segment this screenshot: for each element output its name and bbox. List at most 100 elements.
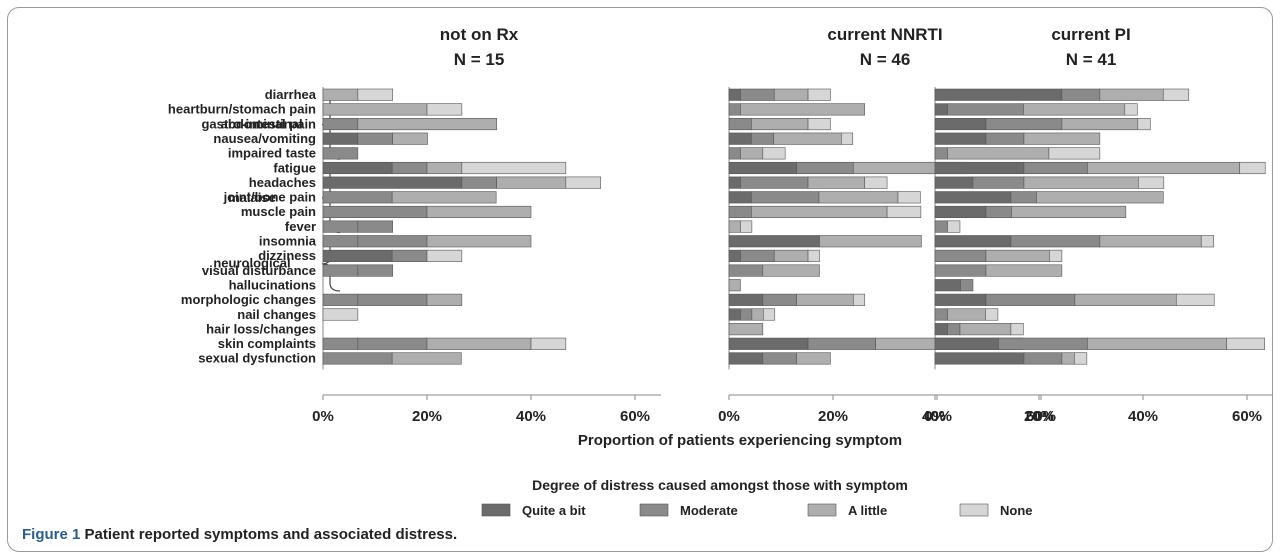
- bar-segment: [947, 147, 1050, 160]
- bar-segment: [985, 205, 1012, 218]
- bar-segment: [934, 352, 1025, 365]
- x-tick-label: 40%: [1128, 408, 1158, 425]
- category-label: heartburn/stomach pain: [168, 102, 316, 117]
- panel-title: current PI: [1051, 25, 1130, 44]
- bar-segment: [751, 191, 820, 204]
- bar-segment: [357, 235, 428, 248]
- x-tick-label: 60%: [1232, 408, 1262, 425]
- category-label: fatigue: [273, 160, 316, 175]
- bar-segment: [322, 176, 463, 189]
- bar-segment: [357, 118, 497, 131]
- legend-swatch: [639, 503, 669, 517]
- figure-caption: Figure 1 Patient reported symptoms and a…: [22, 526, 457, 543]
- bar-segment: [852, 161, 945, 175]
- category-label: morphologic changes: [181, 292, 316, 307]
- bar-segment: [426, 161, 463, 175]
- bar-segment: [530, 337, 567, 350]
- panel-n-label: N = 41: [1066, 50, 1117, 69]
- bar-segment: [762, 147, 786, 160]
- bar-segment: [807, 249, 820, 262]
- bar-segment: [807, 176, 866, 189]
- bar-segment: [1074, 352, 1088, 365]
- bar-segment: [934, 220, 948, 233]
- bar-segment: [322, 337, 359, 350]
- bar-segment: [818, 191, 899, 204]
- x-tick-label: 20%: [412, 408, 442, 425]
- bar-segment: [728, 191, 752, 204]
- bar-segment: [1023, 103, 1126, 116]
- bar-segment: [934, 191, 1012, 204]
- bar-segment: [852, 293, 866, 306]
- caption-text: Patient reported symptoms and associated…: [84, 526, 458, 543]
- bar-segment: [426, 103, 463, 116]
- bar-segment: [1074, 293, 1177, 306]
- bar-segment: [1061, 118, 1139, 131]
- bar-segment: [740, 220, 753, 233]
- category-label: visual disturbance: [202, 263, 316, 278]
- bar-segment: [807, 118, 831, 131]
- bar-segment: [426, 337, 532, 350]
- bar-segment: [762, 264, 820, 277]
- bar-segment: [934, 103, 948, 116]
- bar-segment: [1010, 235, 1101, 248]
- bar-segment: [934, 132, 987, 145]
- bar-segment: [985, 132, 1025, 145]
- bar-segment: [819, 235, 922, 248]
- panel-title: current NNRTI: [827, 25, 942, 44]
- bar-segment: [322, 88, 359, 101]
- category-label: joint/bone pain: [223, 190, 316, 205]
- bar-segment: [728, 205, 752, 218]
- legend-swatch: [807, 503, 837, 517]
- x-tick-label: 40%: [516, 408, 546, 425]
- bar-segment: [1023, 161, 1088, 175]
- bar-segment: [322, 205, 428, 218]
- bar-segment: [934, 205, 987, 218]
- bar-segment: [1226, 337, 1265, 350]
- legend-title: Degree of distress caused amongst those …: [532, 477, 908, 493]
- bar-segment: [1023, 352, 1063, 365]
- bar-segment: [1061, 352, 1075, 365]
- category-label: diarrhea: [265, 87, 317, 102]
- bar-segment: [985, 293, 1076, 306]
- x-tick-label: 20%: [1024, 408, 1054, 425]
- bar-segment: [426, 205, 532, 218]
- bar-segment: [1099, 88, 1164, 101]
- bar-segment: [807, 88, 831, 101]
- bar-segment: [1048, 147, 1101, 160]
- bar-segment: [728, 118, 752, 131]
- bar-segment: [322, 103, 428, 116]
- bar-segment: [322, 191, 393, 204]
- bar-segment: [322, 147, 359, 160]
- bar-segment: [728, 308, 741, 321]
- bar-segment: [1087, 337, 1228, 350]
- category-label: nail changes: [237, 307, 316, 322]
- x-tick-label: 20%: [818, 408, 848, 425]
- bar-segment: [1175, 293, 1215, 306]
- group-label: malaise: [228, 190, 276, 205]
- category-label: skin complaints: [218, 336, 316, 351]
- bar-segment: [762, 293, 797, 306]
- bar-segment: [796, 293, 854, 306]
- bar-segment: [934, 176, 974, 189]
- bar-segment: [426, 235, 532, 248]
- bar-segment: [728, 264, 764, 277]
- bar-segment: [728, 103, 741, 116]
- bar-segment: [728, 249, 741, 262]
- panel-title: not on Rx: [440, 25, 519, 44]
- bar-segment: [357, 337, 428, 350]
- bar-segment: [947, 103, 1024, 116]
- bar-segment: [426, 249, 463, 262]
- bar-segment: [985, 308, 999, 321]
- bar-segment: [864, 176, 888, 189]
- bar-segment: [773, 249, 809, 262]
- bar-segment: [728, 279, 741, 292]
- bar-segment: [322, 249, 393, 262]
- bar-segment: [322, 118, 359, 131]
- legend-label: None: [1000, 503, 1033, 518]
- x-tick-label: 40%: [922, 408, 952, 425]
- bar-segment: [934, 337, 999, 350]
- bar-segment: [751, 308, 764, 321]
- bar-segment: [1049, 249, 1063, 262]
- bar-segment: [357, 293, 428, 306]
